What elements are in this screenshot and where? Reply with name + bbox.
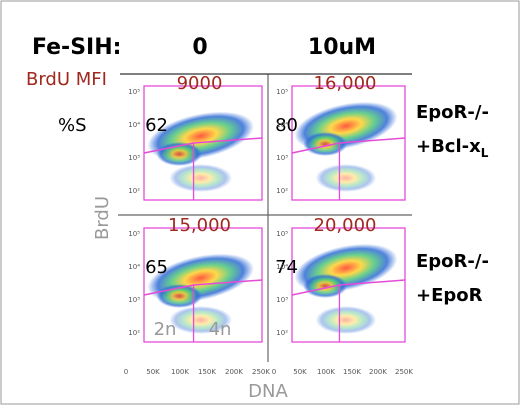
y-tick-label: 10³ <box>128 296 140 304</box>
column-header: 0 <box>192 35 207 60</box>
x-tick-label: 100K <box>171 368 189 376</box>
y-tick-label: 10⁵ <box>128 88 140 96</box>
gate <box>143 227 263 343</box>
mfi-value: 16,000 <box>314 73 377 94</box>
x-tick-label: 200K <box>225 368 243 376</box>
y-tick-label: 10⁵ <box>276 88 288 96</box>
mfi-label: BrdU MFI <box>26 69 107 90</box>
row-label: +Bcl-xL <box>416 136 489 160</box>
y-tick-label: 10² <box>276 329 288 337</box>
x-tick-label: 200K <box>369 368 387 376</box>
percent-s: 65 <box>145 257 168 278</box>
y-tick-label: 10³ <box>128 154 140 162</box>
x-tick-label: 0 <box>272 368 276 376</box>
gate <box>291 137 406 154</box>
y-tick-label: 10⁴ <box>128 121 140 129</box>
gate-label: 2n <box>154 319 177 340</box>
density <box>169 164 233 192</box>
y-tick-label: 10² <box>128 187 140 195</box>
gate <box>291 85 406 201</box>
percent-s: 74 <box>275 257 298 278</box>
x-tick-label: 250K <box>252 368 270 376</box>
y-tick-label: 10² <box>128 329 140 337</box>
row-label: +EpoR <box>416 285 483 306</box>
header-label: Fe-SIH: <box>32 35 121 60</box>
y-tick-label: 10³ <box>276 296 288 304</box>
row-label-line: +Bcl-x <box>416 136 481 157</box>
row-label: EpoR-/- <box>416 102 489 123</box>
x-tick-label: 250K <box>395 368 413 376</box>
x-tick-label: 150K <box>198 368 216 376</box>
y-tick-label: 10³ <box>276 154 288 162</box>
column-header: 10uM <box>308 35 376 60</box>
y-tick-label: 10⁴ <box>276 263 288 271</box>
density <box>169 306 233 334</box>
gate <box>291 279 406 296</box>
x-tick-label: 150K <box>343 368 361 376</box>
percent-s: 62 <box>145 115 168 136</box>
y-tick-label: 10² <box>276 187 288 195</box>
density <box>315 164 377 192</box>
row-label-line: +EpoR <box>416 285 483 306</box>
x-tick-label: 0 <box>124 368 128 376</box>
gate-label: 4n <box>209 319 232 340</box>
x-tick-label: 100K <box>317 368 335 376</box>
density <box>303 132 348 156</box>
density <box>315 306 377 334</box>
y-axis-label: BrdU <box>92 196 113 240</box>
gate <box>291 227 406 343</box>
mfi-value: 15,000 <box>168 215 231 236</box>
x-tick-label: 50K <box>146 368 160 376</box>
y-tick-label: 10⁴ <box>128 263 140 271</box>
row-label: EpoR-/- <box>416 251 489 272</box>
y-tick-label: 10⁵ <box>276 230 288 238</box>
gate <box>143 85 263 201</box>
gate <box>143 137 263 154</box>
percent-label: %S <box>58 115 87 136</box>
gate <box>143 279 263 296</box>
x-tick-label: 50K <box>293 368 307 376</box>
row-label-subscript: L <box>481 146 489 160</box>
x-axis-label: DNA <box>248 381 288 402</box>
mfi-value: 9000 <box>177 73 223 94</box>
percent-s: 80 <box>275 115 298 136</box>
y-tick-label: 10⁴ <box>276 121 288 129</box>
density <box>303 274 348 298</box>
mfi-value: 20,000 <box>314 215 377 236</box>
y-tick-label: 10⁵ <box>128 230 140 238</box>
